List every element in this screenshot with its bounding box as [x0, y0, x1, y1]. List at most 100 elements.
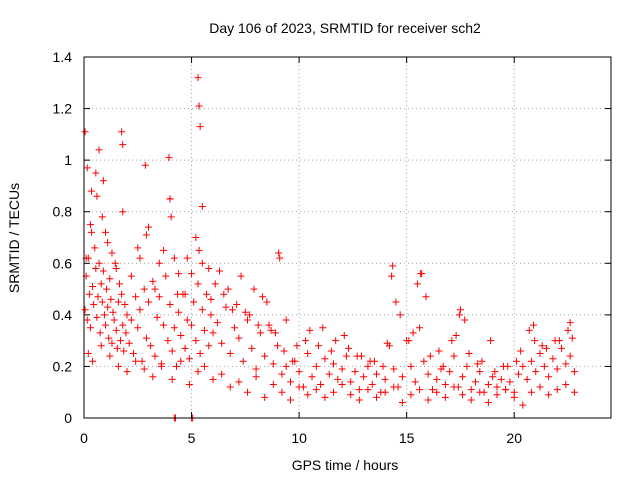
data-point: [467, 396, 475, 404]
data-point: [123, 368, 131, 376]
data-point: [276, 254, 284, 262]
data-point: [86, 221, 94, 229]
data-point: [545, 373, 553, 381]
data-point: [306, 326, 314, 334]
data-point: [168, 375, 176, 383]
data-point: [200, 326, 208, 334]
data-point: [381, 375, 389, 383]
data-point: [373, 370, 381, 378]
data-point: [92, 264, 100, 272]
data-point: [275, 249, 283, 257]
data-point: [110, 316, 118, 324]
data-point: [340, 331, 348, 339]
data-point: [274, 342, 282, 350]
data-point: [118, 290, 126, 298]
data-point: [392, 298, 400, 306]
data-point: [570, 368, 578, 376]
data-point: [112, 326, 120, 334]
data-point: [527, 388, 535, 396]
data-point: [119, 321, 127, 329]
data-point: [439, 362, 447, 370]
data-point: [149, 373, 157, 381]
data-point: [456, 306, 464, 314]
data-point: [177, 357, 185, 365]
data-point: [435, 347, 443, 355]
data-point: [519, 362, 527, 370]
data-point: [115, 280, 123, 288]
data-point: [142, 334, 150, 342]
data-point: [484, 380, 492, 388]
data-point: [168, 347, 176, 355]
data-point: [162, 272, 170, 280]
data-point: [136, 306, 144, 314]
data-point: [237, 272, 245, 280]
axis-ticks: [83, 56, 611, 419]
x-tick-label: 20: [506, 430, 522, 446]
plot-frame: [83, 56, 612, 419]
data-point: [517, 347, 525, 355]
data-point: [194, 74, 202, 82]
data-point: [104, 303, 112, 311]
data-point: [151, 285, 159, 293]
data-point: [476, 388, 484, 396]
data-point: [471, 378, 479, 386]
data-point: [545, 391, 553, 399]
data-point: [332, 337, 340, 345]
data-point: [345, 344, 353, 352]
data-point: [489, 373, 497, 381]
data-point: [312, 362, 320, 370]
data-point: [108, 249, 116, 257]
data-point: [104, 239, 112, 247]
data-point: [99, 267, 107, 275]
data-point: [553, 386, 561, 394]
data-point: [465, 350, 473, 358]
data-point: [86, 324, 94, 332]
data-point: [140, 365, 148, 373]
data-point: [259, 293, 267, 301]
data-point: [220, 290, 228, 298]
data-point: [97, 280, 105, 288]
data-point: [308, 373, 316, 381]
data-point: [499, 362, 507, 370]
data-point: [347, 391, 355, 399]
data-point: [536, 350, 544, 358]
data-point: [433, 375, 441, 383]
data-point: [195, 102, 203, 110]
data-point: [396, 311, 404, 319]
data-point: [226, 383, 234, 391]
data-point: [93, 313, 101, 321]
data-point: [381, 388, 389, 396]
data-point: [250, 285, 258, 293]
data-point: [398, 373, 406, 381]
data-point: [373, 393, 381, 401]
data-point: [127, 316, 135, 324]
data-point: [90, 301, 98, 309]
data-point: [140, 285, 148, 293]
data-point: [441, 393, 449, 401]
y-tick-label: 1.2: [53, 101, 73, 117]
data-point: [525, 326, 533, 334]
data-point: [261, 352, 269, 360]
data-point: [293, 342, 301, 350]
data-point: [347, 378, 355, 386]
data-point: [271, 329, 279, 337]
data-point: [355, 396, 363, 404]
data-point: [304, 350, 312, 358]
x-axis-title: GPS time / hours: [292, 457, 399, 473]
data-point: [91, 244, 99, 252]
data-point: [194, 368, 202, 376]
y-tick-label: 0.4: [53, 307, 73, 323]
data-point: [222, 303, 230, 311]
data-point: [515, 370, 523, 378]
data-point: [355, 386, 363, 394]
y-tick-label: 0: [64, 410, 72, 426]
data-point: [108, 339, 116, 347]
data-point: [209, 375, 217, 383]
data-point: [314, 342, 322, 350]
data-point: [188, 321, 196, 329]
data-point: [89, 357, 97, 365]
y-tick-label: 0.8: [53, 204, 73, 220]
data-point: [99, 177, 107, 185]
data-point: [519, 401, 527, 409]
